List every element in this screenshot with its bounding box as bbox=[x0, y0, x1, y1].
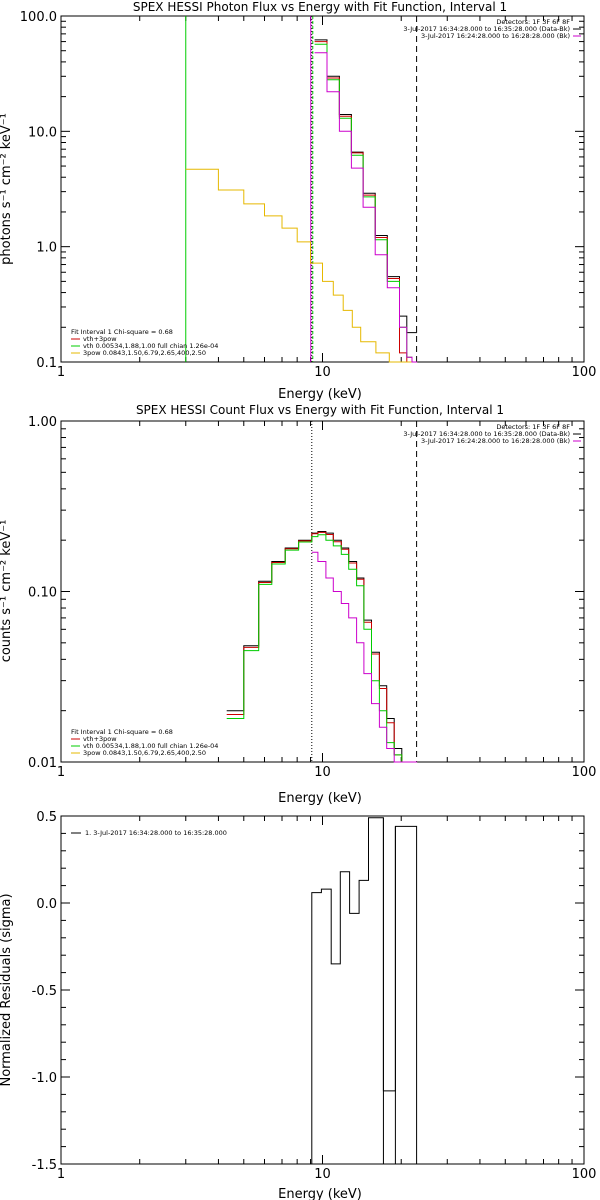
y-tick-label: 0.1 bbox=[36, 356, 57, 371]
data-interval-label: 3-Jul-2017 16:34:28.000 to 16:35:28.000 … bbox=[403, 25, 570, 33]
fit-summary: Fit Interval 1 Chi-square = 0.68 bbox=[71, 728, 173, 736]
x-tick-label-0: 1 bbox=[57, 365, 65, 380]
x-tick-label-1: 10 bbox=[314, 1167, 331, 1182]
plot-frame-3 bbox=[60, 815, 585, 1165]
y-tick-label: 10.0 bbox=[28, 125, 57, 140]
plot-frame-2 bbox=[60, 420, 585, 763]
y-axis-label-1: photons s⁻¹ cm⁻² keV⁻¹ bbox=[0, 113, 14, 265]
y-tick-label: -1.5 bbox=[32, 1158, 57, 1173]
y-tick-label: 0.10 bbox=[28, 586, 57, 601]
fit-legend-label: vth+3pow bbox=[83, 335, 117, 343]
x-tick-label-2: 100 bbox=[572, 1167, 597, 1182]
x-axis-label-2: Energy (keV) bbox=[278, 791, 362, 806]
y-tick-label: 100.0 bbox=[20, 10, 57, 25]
series-data bbox=[314, 39, 418, 334]
x-tick-label-0: 1 bbox=[57, 765, 65, 780]
fit-legend-label: 3pow 0.0843,1.50,6.79,2.65,400,2.50 bbox=[83, 749, 206, 757]
series-3pow bbox=[185, 168, 418, 363]
y-tick-label: 0.01 bbox=[28, 756, 57, 771]
data-interval-label: 3-Jul-2017 16:34:28.000 to 16:35:28.000 … bbox=[403, 430, 570, 438]
fit-legend-label: vth+3pow bbox=[83, 735, 117, 743]
series-vth-plus-3pow bbox=[314, 41, 418, 363]
y-tick-label: 1.00 bbox=[28, 415, 57, 430]
y-tick-label: -0.5 bbox=[32, 984, 57, 999]
x-axis-label-1: Energy (keV) bbox=[278, 387, 362, 402]
chart-title-2: SPEX HESSI Count Flux vs Energy with Fit… bbox=[136, 403, 504, 417]
x-tick-label-1: 10 bbox=[314, 765, 331, 780]
bk-interval-label: 3-Jul-2017 16:24:28.000 to 16:28:28.000 … bbox=[421, 437, 570, 445]
count-series-bk bbox=[311, 551, 418, 763]
series-bk bbox=[314, 52, 418, 363]
x-tick-label-0: 1 bbox=[57, 1167, 65, 1182]
y-tick-label: 1.0 bbox=[36, 241, 57, 256]
chart-title-1: SPEX HESSI Photon Flux vs Energy with Fi… bbox=[133, 0, 507, 14]
y-axis-label-2: counts s⁻¹ cm⁻² keV⁻¹ bbox=[0, 520, 14, 663]
y-axis-label-3: Normalized Residuals (sigma) bbox=[0, 893, 14, 1086]
residual-step-line bbox=[311, 817, 418, 1164]
x-tick-label-1: 10 bbox=[314, 365, 331, 380]
detectors-label: Detectors: 1F 3F 6F 8F bbox=[496, 423, 570, 431]
plot-frame-1 bbox=[60, 15, 585, 363]
fit-legend-label: vth 0.00534,1.88,1.00 full chian 1.26e-0… bbox=[83, 342, 218, 350]
detectors-label: Detectors: 1F 3F 6F 8F bbox=[496, 18, 570, 26]
count-series-vth-plus-3pow bbox=[226, 531, 418, 763]
y-tick-label: 0.0 bbox=[36, 897, 57, 912]
bk-interval-label: 3-Jul-2017 16:24:28.000 to 16:28:28.000 … bbox=[421, 32, 570, 40]
x-tick-label-2: 100 bbox=[572, 765, 597, 780]
y-tick-label: -1.0 bbox=[32, 1071, 57, 1086]
fit-legend-label: vth 0.00534,1.88,1.00 full chian 1.26e-0… bbox=[83, 742, 218, 750]
count-series-vth bbox=[226, 534, 418, 763]
residual-legend-label: 1. 3-Jul-2017 16:34:28.000 to 16:35:28.0… bbox=[85, 829, 227, 837]
count-series-data bbox=[226, 531, 418, 763]
y-tick-label: 0.5 bbox=[36, 810, 57, 825]
fit-summary: Fit Interval 1 Chi-square = 0.68 bbox=[71, 328, 173, 336]
x-tick-label-2: 100 bbox=[572, 365, 597, 380]
x-axis-label-3: Energy (keV) bbox=[278, 1187, 362, 1200]
fit-legend-label: 3pow 0.0843,1.50,6.79,2.65,400,2.50 bbox=[83, 349, 206, 357]
